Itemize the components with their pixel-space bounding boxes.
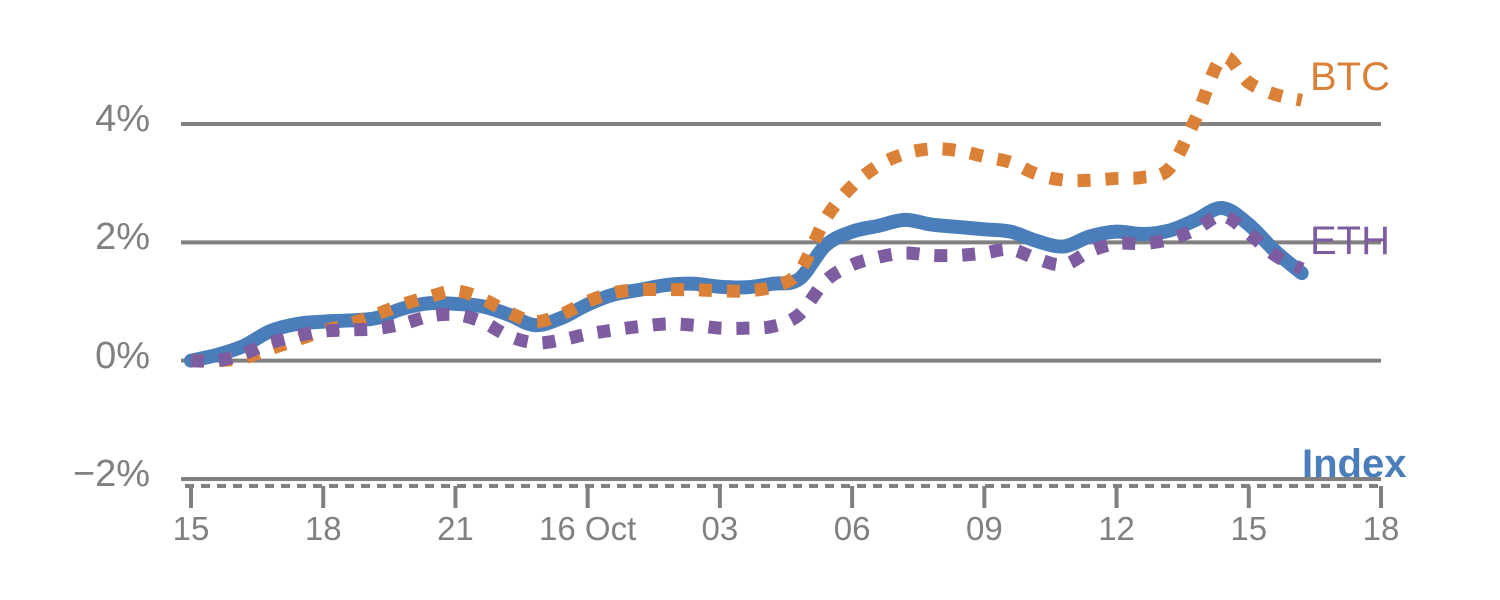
y-tick-label: −2%: [72, 453, 150, 495]
series-label-btc: BTC: [1310, 55, 1390, 99]
x-tick-label: 18: [304, 510, 342, 547]
series-label-index: Index: [1302, 442, 1407, 486]
x-tick-label: 03: [701, 510, 739, 547]
series-line-index: [184, 201, 1309, 368]
gridlines: [181, 122, 1381, 481]
series-line-eth: [190, 209, 1305, 368]
y-tick-label: 4%: [95, 98, 150, 140]
x-tick-label: 15: [1230, 510, 1268, 547]
series-label-eth: ETH: [1310, 219, 1390, 263]
x-tick-label: 09: [965, 510, 1003, 547]
x-tick-label: 06: [833, 510, 871, 547]
x-tick-label: 18: [1362, 510, 1400, 547]
data-series: [184, 50, 1309, 368]
x-tick-label: 16 Oct: [539, 510, 637, 547]
y-tick-label: 0%: [95, 334, 150, 377]
series-line-btc: [190, 50, 1304, 368]
x-axis-ticks: [189, 486, 1383, 508]
y-tick-label: 2%: [95, 216, 150, 259]
x-tick-label: 12: [1098, 510, 1135, 547]
x-tick-label: 21: [437, 510, 474, 547]
x-tick-label: 15: [172, 510, 210, 547]
